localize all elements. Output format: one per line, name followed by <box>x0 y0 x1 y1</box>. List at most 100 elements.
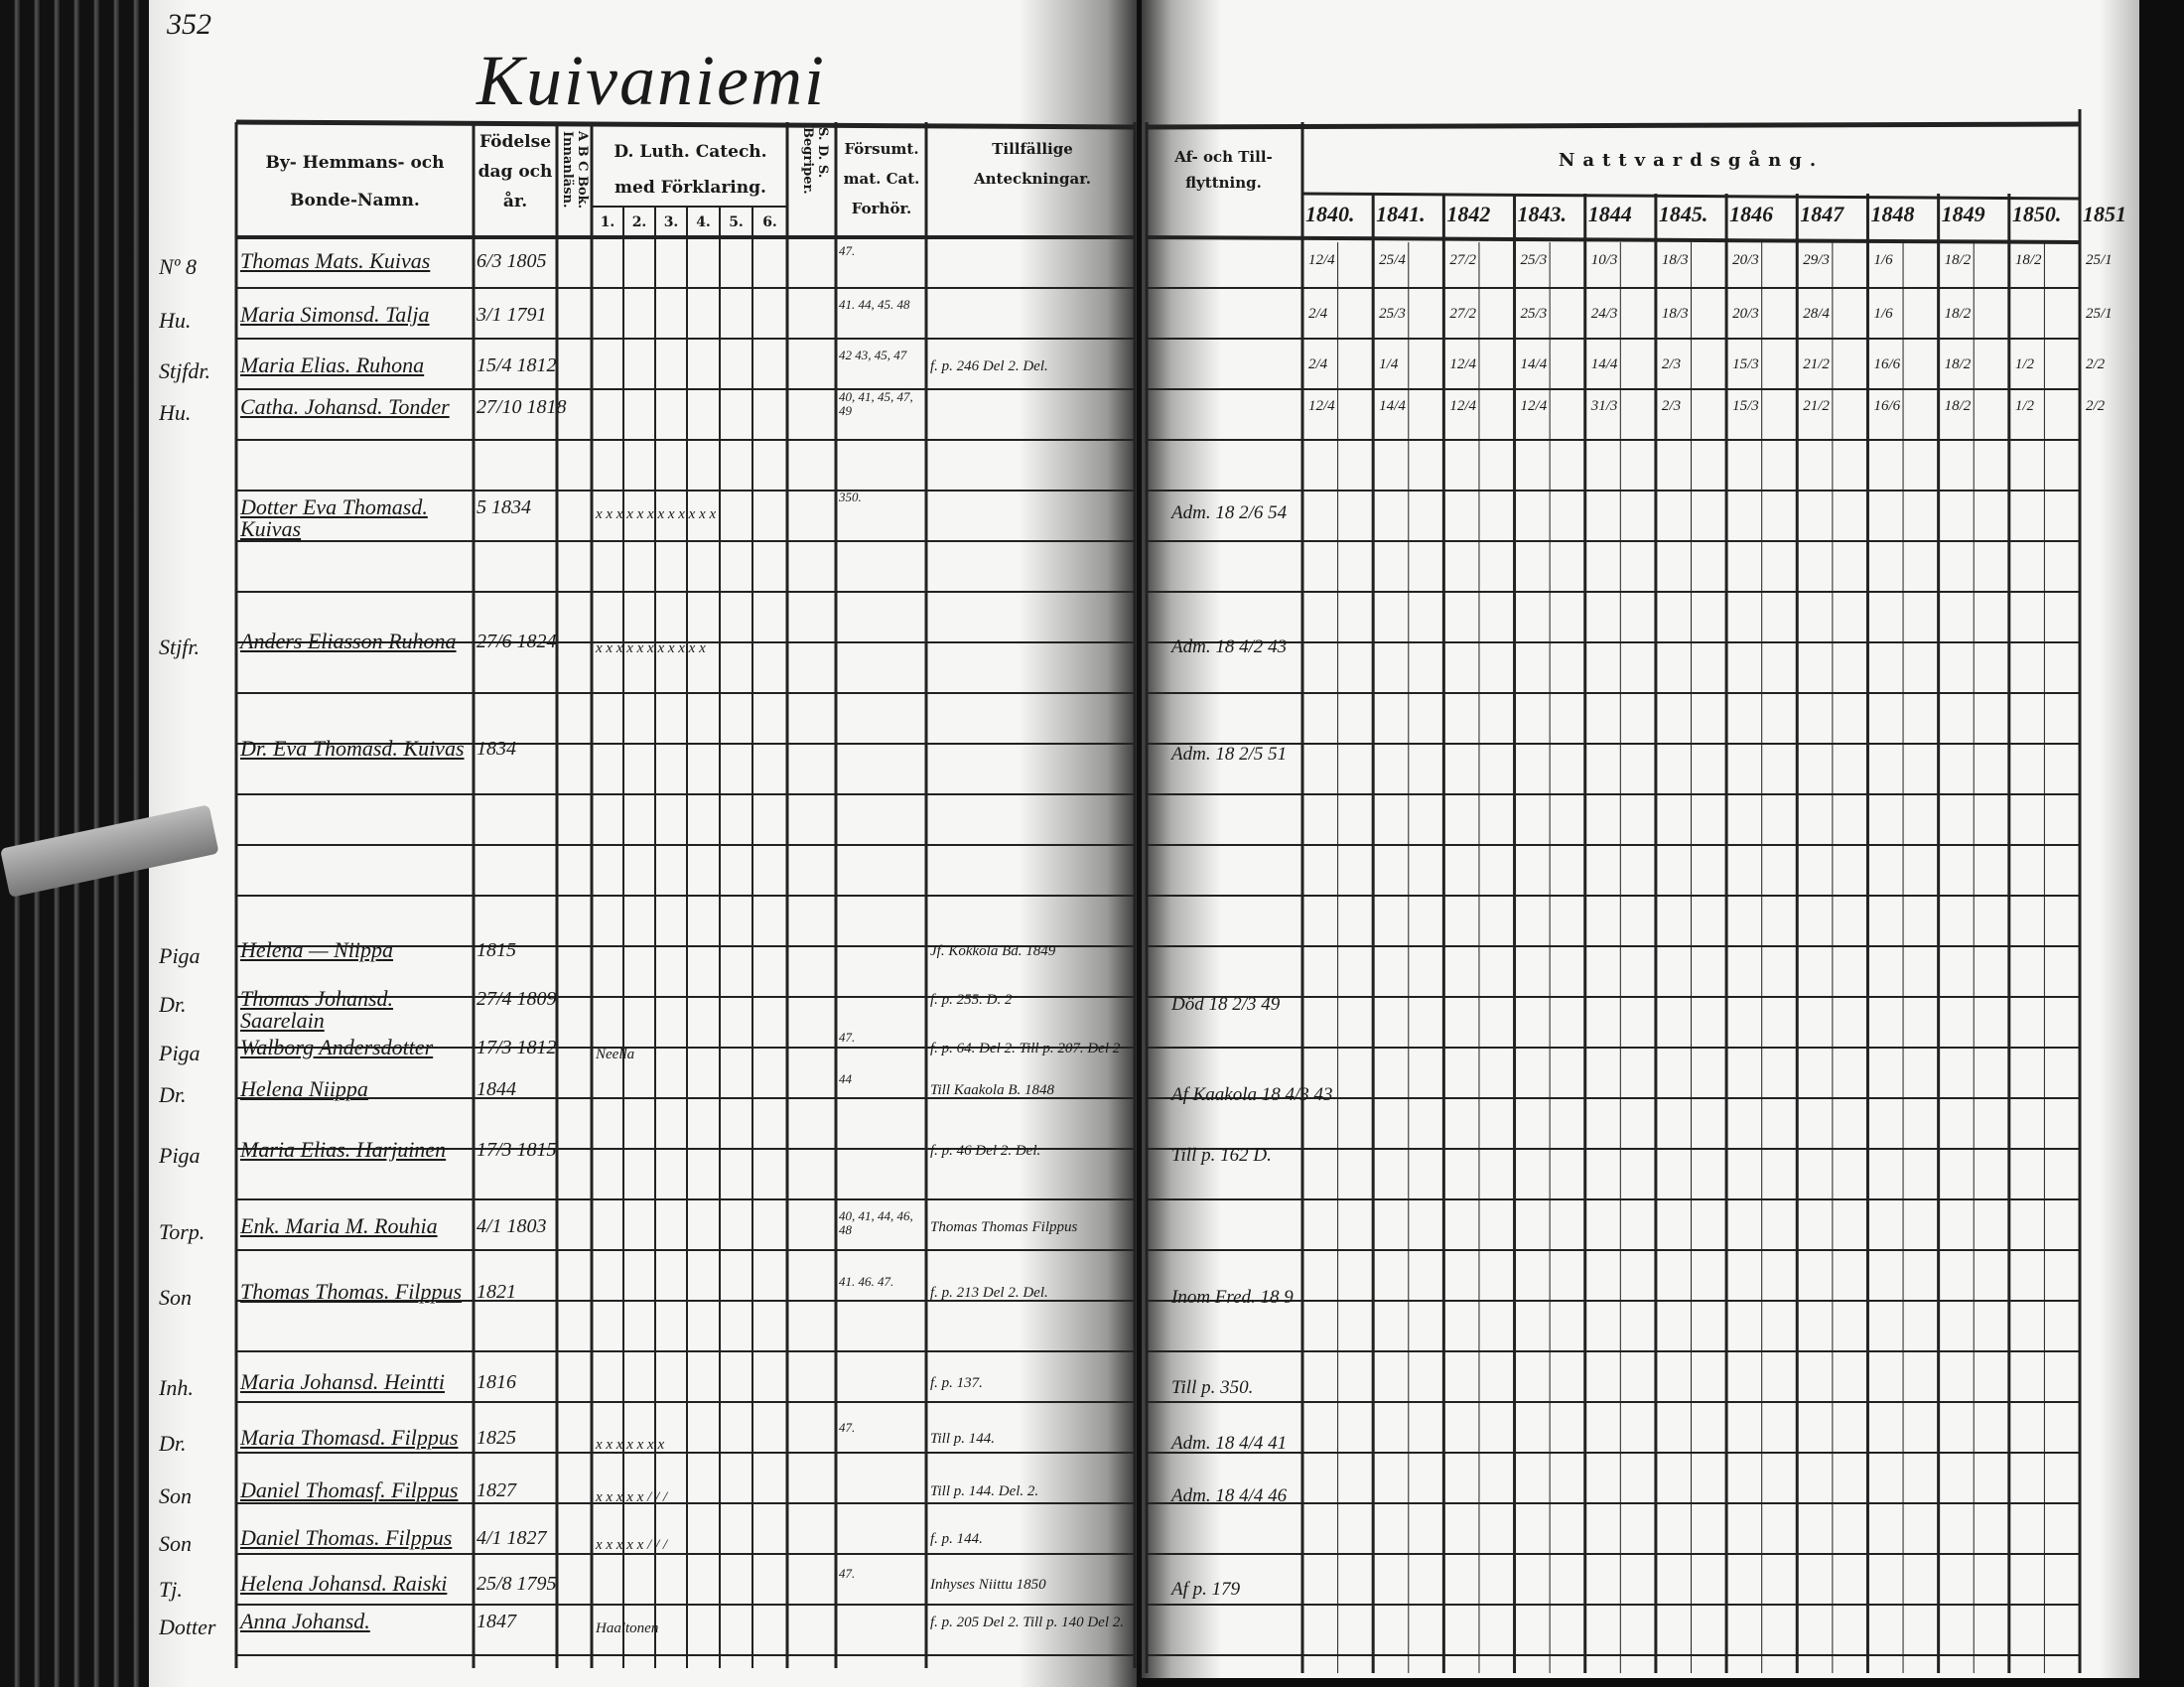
move-note: Adm. 18 4/4 41 <box>1171 1433 1288 1454</box>
communion-date: 15/3 <box>1732 398 1759 414</box>
communion-date: 1/6 <box>1873 252 1893 268</box>
temporary-note: Inhyses Niittu 1850 <box>930 1577 1046 1593</box>
communion-date: 16/6 <box>1873 356 1901 372</box>
communion-date: 18/3 <box>1661 306 1689 322</box>
margin-note: Piga <box>159 1041 201 1065</box>
year-1843: 1843. <box>1517 202 1568 226</box>
margin-note: Dr. <box>159 1431 187 1456</box>
communion-date: 1/2 <box>2014 398 2034 414</box>
margin-note: Son <box>159 1483 192 1508</box>
catechism-marks: x x x x x x x x x x x x <box>596 506 717 522</box>
move-note: Adm. 18 2/5 51 <box>1171 744 1288 765</box>
temporary-note: f. p. 137. <box>930 1375 983 1391</box>
communion-date: 28/4 <box>1803 306 1830 322</box>
move-note: Till p. 162 D. <box>1171 1145 1272 1166</box>
communion-date: 24/3 <box>1590 306 1618 322</box>
margin-note: Dr. <box>159 1082 187 1107</box>
temporary-note: f. p. 205 Del 2. Till p. 140 Del 2. <box>930 1615 1124 1630</box>
communion-date: 12/4 <box>1520 398 1548 414</box>
missed-hearings: 47. <box>839 1030 856 1045</box>
communion-date: 18/2 <box>1944 306 1972 322</box>
temporary-note: f. p. 144. <box>930 1531 983 1547</box>
temporary-note: f. p. 46 Del 2. Del. <box>930 1143 1041 1159</box>
communion-date: 25/4 <box>1379 252 1406 268</box>
year-1846: 1846 <box>1729 202 1774 226</box>
communion-date: 1/4 <box>1379 356 1399 372</box>
header-abc: A B C Bok. Innanläsn. <box>560 131 590 210</box>
birth-date: 1816 <box>477 1371 516 1393</box>
communion-date: 10/3 <box>1590 252 1618 268</box>
missed-hearings: 350. <box>839 490 862 504</box>
temporary-note: Till p. 144. Del. 2. <box>930 1483 1039 1499</box>
margin-note: Tj. <box>159 1577 183 1602</box>
person-name: Helena Johansd. Raiski <box>240 1571 448 1596</box>
communion-date: 18/2 <box>1944 252 1972 268</box>
communion-date: 2/2 <box>2086 398 2106 414</box>
margin-note: Stjfr. <box>159 634 200 659</box>
person-name: Daniel Thomasf. Filppus <box>240 1477 459 1502</box>
catechism-marks: x x x x x / / / <box>596 1537 668 1553</box>
person-name: Dr. Eva Thomasd. Kuivas <box>240 736 465 761</box>
margin-note: Hu. <box>159 308 192 333</box>
birth-date: 1827 <box>477 1479 516 1501</box>
catechism-sub-5: 5. <box>729 214 744 230</box>
communion-date: 15/3 <box>1732 356 1759 372</box>
birth-date: 1825 <box>477 1427 516 1449</box>
temporary-note: f. p. 246 Del 2. Del. <box>930 358 1048 374</box>
catechism-marks: x x x x x x x x x x x <box>596 640 706 656</box>
catechism-marks: Haaltonen <box>596 1620 659 1636</box>
communion-date: 25/1 <box>2086 306 2113 322</box>
person-name: Anders Eliasson Ruhona <box>240 629 457 653</box>
year-1840: 1840. <box>1305 202 1355 226</box>
left-page <box>149 0 1137 1687</box>
communion-date: 27/2 <box>1449 306 1477 322</box>
header-sds: S. D. S. Begriper. <box>800 127 830 195</box>
person-name: Maria Elias. Harjuinen <box>240 1137 447 1162</box>
temporary-note: Jf. Kokkola Bd. 1849 <box>930 943 1056 959</box>
catechism-sub-2: 2. <box>631 214 647 230</box>
catechism-sub-3: 3. <box>663 214 679 230</box>
communion-date: 20/3 <box>1732 252 1759 268</box>
communion-date: 14/4 <box>1379 398 1406 414</box>
birth-date: 25/8 1795 <box>477 1573 557 1595</box>
temporary-note: f. p. 213 Del 2. Del. <box>930 1285 1048 1301</box>
year-1842: 1842 <box>1446 202 1491 226</box>
header-name: By- Hemmans- och Bonde-Namn. <box>265 153 445 211</box>
communion-date: 25/3 <box>1520 306 1548 322</box>
birth-date: 15/4 1812 <box>477 354 557 376</box>
margin-note: Dotter <box>159 1615 216 1639</box>
missed-hearings: 42 43, 45, 47 <box>839 348 907 362</box>
communion-date: 18/2 <box>1944 356 1972 372</box>
birth-date: 1821 <box>477 1281 516 1303</box>
communion-date: 12/4 <box>1449 356 1477 372</box>
missed-hearings: 40, 41, 44, 46, 48 <box>839 1208 913 1237</box>
temporary-note: Till p. 144. <box>930 1431 996 1447</box>
margin-note: Torp. <box>159 1219 205 1244</box>
margin-note: Stjfdr. <box>159 358 210 383</box>
missed-hearings: 47. <box>839 1566 856 1581</box>
person-name: Dotter Eva Thomasd. Kuivas <box>240 494 428 541</box>
communion-date: 14/4 <box>1590 356 1618 372</box>
missed-hearings: 40, 41, 45, 47, 49 <box>839 389 913 418</box>
catechism-sub-4: 4. <box>696 214 711 230</box>
year-1841: 1841. <box>1376 202 1426 226</box>
birth-date: 1847 <box>477 1611 516 1632</box>
communion-date: 2/3 <box>1661 356 1682 372</box>
communion-date: 20/3 <box>1732 306 1759 322</box>
communion-date: 25/3 <box>1520 252 1548 268</box>
move-note: Till p. 350. <box>1171 1377 1254 1398</box>
header-tillfallige: Tillfällige Anteckningar. <box>973 140 1091 188</box>
person-name: Enk. Maria M. Rouhia <box>240 1213 438 1238</box>
move-note: Adm. 18 4/4 46 <box>1171 1485 1288 1506</box>
year-1848: 1848 <box>1870 202 1915 226</box>
missed-hearings: 44 <box>839 1071 852 1086</box>
communion-date: 12/4 <box>1449 398 1477 414</box>
communion-date: 2/3 <box>1661 398 1682 414</box>
birth-date: 27/10 1818 <box>477 396 567 418</box>
communion-date: 1/2 <box>2014 356 2034 372</box>
communion-date: 18/3 <box>1661 252 1689 268</box>
birth-date: 17/3 1812 <box>477 1037 557 1058</box>
right-page <box>1142 0 2139 1678</box>
communion-date: 2/4 <box>1308 356 1328 372</box>
